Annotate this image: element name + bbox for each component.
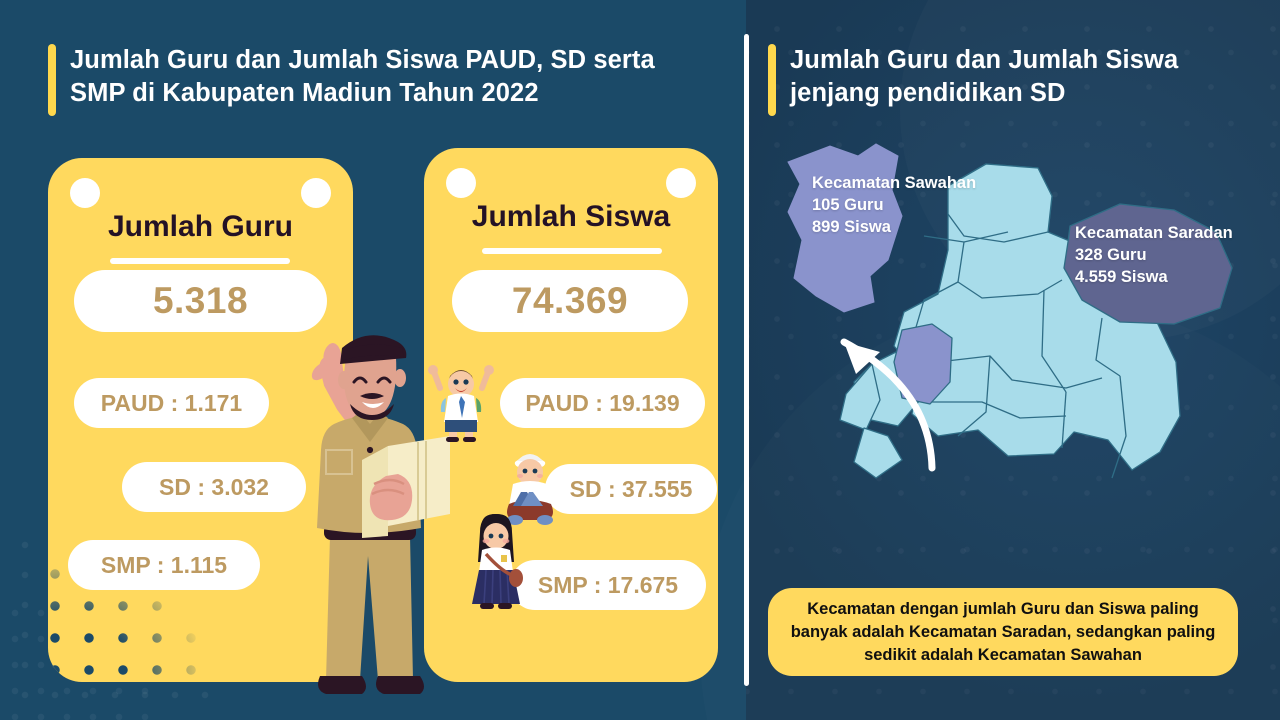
card-siswa-total-value: 74.369: [511, 280, 629, 321]
card-guru-total-value: 5.318: [152, 280, 249, 321]
map-label-saradan-name: Kecamatan Saradan: [1075, 224, 1233, 242]
punch-hole-right: [301, 178, 331, 208]
heading-rule: [482, 248, 662, 254]
card-guru-stat-paud-label: PAUD : 1.171: [100, 389, 243, 416]
summary-note-text: Kecamatan dengan jumlah Guru dan Siswa p…: [790, 599, 1216, 664]
map-label-sawahan-name: Kecamatan Sawahan: [812, 174, 977, 192]
punch-hole-left: [446, 168, 476, 198]
sawahan-inset-shape: [787, 143, 903, 313]
map-label-saradan: Kecamatan Saradan 328 Guru 4.559 Siswa: [1075, 222, 1233, 288]
map-label-sawahan: Kecamatan Sawahan 105 Guru 899 Siswa: [812, 172, 976, 238]
summary-note-box: Kecamatan dengan jumlah Guru dan Siswa p…: [768, 588, 1238, 676]
panel-divider: [744, 34, 749, 686]
card-siswa-stat-smp-label: SMP : 17.675: [537, 571, 679, 598]
teacher-illustration: [311, 335, 450, 694]
left-title-text: Jumlah Guru dan Jumlah Siswa PAUD, SD se…: [70, 46, 655, 107]
card-siswa-stat-sd: SD : 37.555: [545, 464, 717, 514]
punch-hole-right: [666, 168, 696, 198]
map-svg: [787, 143, 1233, 479]
card-guru-heading: Jumlah Guru: [107, 210, 294, 243]
heading-rule: [110, 258, 290, 264]
map-label-saradan-teachers: 328 Guru: [1075, 246, 1147, 264]
map-label-saradan-students: 4.559 Siswa: [1075, 268, 1168, 286]
card-siswa-heading: Jumlah Siswa: [471, 200, 671, 233]
card-guru-stat-sd: SD : 3.032: [122, 462, 306, 512]
title-accent-bar: [48, 44, 56, 116]
card-siswa-stat-paud-label: PAUD : 19.139: [525, 389, 680, 416]
map-label-sawahan-students: 899 Siswa: [812, 218, 891, 236]
student-boy-illustration: [428, 365, 494, 442]
title-accent-bar: [768, 44, 776, 116]
card-siswa-stat-paud: PAUD : 19.139: [500, 378, 705, 428]
card-siswa-stat-smp: SMP : 17.675: [510, 560, 706, 610]
right-title: Jumlah Guru dan Jumlah Siswa jenjang pen…: [768, 44, 1238, 116]
card-guru-stat-smp-label: SMP : 1.115: [100, 551, 228, 578]
card-guru-stat-paud: PAUD : 1.171: [74, 378, 269, 428]
sawahan-arrow-head: [844, 342, 880, 374]
student-girl-illustration: [472, 514, 523, 609]
map-label-sawahan-teachers: 105 Guru: [812, 196, 884, 214]
card-guru-stat-sd-label: SD : 3.032: [159, 473, 269, 500]
madiun-district-map: [752, 128, 1272, 558]
card-siswa-total-pill: 74.369: [452, 270, 688, 332]
right-title-text: Jumlah Guru dan Jumlah Siswa jenjang pen…: [790, 46, 1179, 107]
left-title: Jumlah Guru dan Jumlah Siswa PAUD, SD se…: [48, 44, 708, 116]
student-reading-illustration: [507, 454, 553, 525]
card-guru-stat-smp: SMP : 1.115: [68, 540, 260, 590]
punch-hole-left: [70, 178, 100, 208]
card-siswa-stat-sd-label: SD : 37.555: [569, 475, 693, 502]
card-guru-total-pill: 5.318: [74, 270, 327, 332]
